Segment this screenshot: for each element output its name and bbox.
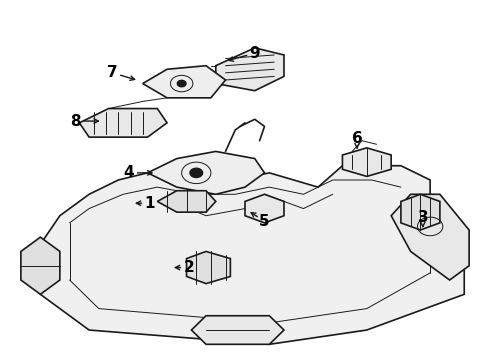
Text: 2: 2 — [184, 260, 195, 275]
Text: 5: 5 — [259, 213, 270, 229]
FancyArrowPatch shape — [251, 213, 257, 217]
FancyArrowPatch shape — [121, 75, 135, 80]
Polygon shape — [343, 148, 391, 176]
Circle shape — [190, 168, 202, 177]
Polygon shape — [79, 109, 167, 137]
Polygon shape — [21, 237, 60, 294]
Polygon shape — [391, 194, 469, 280]
Polygon shape — [192, 316, 284, 344]
Polygon shape — [40, 166, 464, 344]
FancyArrowPatch shape — [175, 265, 181, 270]
Text: 7: 7 — [107, 65, 118, 80]
Circle shape — [177, 80, 186, 87]
FancyArrowPatch shape — [136, 201, 142, 206]
Text: 3: 3 — [417, 210, 428, 225]
Polygon shape — [147, 152, 265, 194]
FancyArrowPatch shape — [229, 55, 246, 61]
Polygon shape — [187, 251, 230, 284]
FancyArrowPatch shape — [84, 119, 98, 123]
Text: 4: 4 — [124, 165, 134, 180]
Polygon shape — [157, 191, 216, 212]
Polygon shape — [245, 194, 284, 223]
FancyArrowPatch shape — [420, 222, 425, 226]
Text: 8: 8 — [70, 113, 81, 129]
FancyArrowPatch shape — [355, 143, 359, 148]
Text: 1: 1 — [145, 196, 155, 211]
Text: 6: 6 — [352, 131, 363, 147]
Polygon shape — [401, 194, 440, 230]
Polygon shape — [143, 66, 225, 98]
Polygon shape — [216, 48, 284, 91]
FancyArrowPatch shape — [137, 171, 152, 175]
Text: 9: 9 — [249, 46, 260, 61]
